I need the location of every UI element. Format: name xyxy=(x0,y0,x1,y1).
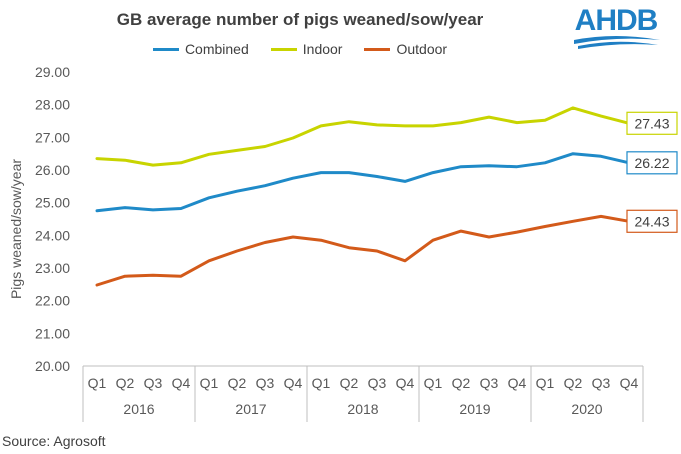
year-label: 2017 xyxy=(235,401,266,417)
y-tick-label: 24.00 xyxy=(35,227,70,243)
ahdb-logo: AHDB xyxy=(566,4,666,50)
y-tick-label: 22.00 xyxy=(35,293,70,309)
end-label-combined: 26.22 xyxy=(634,155,669,171)
year-label: 2016 xyxy=(123,401,154,417)
end-label-box-outdoor xyxy=(626,209,678,233)
legend-swatch-indoor xyxy=(270,47,297,51)
quarter-label: Q4 xyxy=(508,375,527,391)
quarter-label: Q3 xyxy=(144,375,163,391)
legend: Combined Indoor Outdoor xyxy=(0,41,600,57)
legend-label-indoor: Indoor xyxy=(302,41,343,57)
legend-item-combined: Combined xyxy=(152,41,249,57)
series-line-indoor xyxy=(95,106,631,167)
quarter-label: Q2 xyxy=(564,375,583,391)
series-line-combined xyxy=(95,152,631,213)
chart-title: GB average number of pigs weaned/sow/yea… xyxy=(116,10,484,29)
end-label-box-combined xyxy=(626,151,678,175)
quarter-label: Q3 xyxy=(256,375,275,391)
y-tick-label: 28.00 xyxy=(35,97,70,113)
end-label-outdoor: 24.43 xyxy=(634,213,669,229)
quarter-label: Q1 xyxy=(312,375,331,391)
logo-text: AHDB xyxy=(574,4,659,37)
y-tick-label: 20.00 xyxy=(35,358,70,374)
source-note: Source: Agrosoft xyxy=(2,433,106,449)
y-axis-title: Pigs weaned/sow/year xyxy=(8,159,24,299)
quarter-label: Q3 xyxy=(592,375,611,391)
y-tick-label: 29.00 xyxy=(35,64,70,80)
year-label: 2018 xyxy=(347,401,378,417)
quarter-label: Q2 xyxy=(340,375,359,391)
y-tick-label: 21.00 xyxy=(35,325,70,341)
year-label: 2019 xyxy=(459,401,490,417)
legend-label-outdoor: Outdoor xyxy=(396,41,448,57)
quarter-label: Q2 xyxy=(116,375,135,391)
logo-swoosh xyxy=(574,36,660,49)
quarter-label: Q1 xyxy=(88,375,107,391)
quarter-label: Q1 xyxy=(536,375,555,391)
legend-swatch-outdoor xyxy=(364,47,391,51)
quarter-label: Q4 xyxy=(620,375,639,391)
end-label-box-indoor xyxy=(626,111,678,135)
y-tick-label: 27.00 xyxy=(35,129,70,145)
y-tick-label: 23.00 xyxy=(35,260,70,276)
y-tick-label: 26.00 xyxy=(35,162,70,178)
quarter-label: Q4 xyxy=(284,375,303,391)
quarter-label: Q2 xyxy=(452,375,471,391)
series-line-outdoor xyxy=(95,214,631,287)
quarter-label: Q3 xyxy=(368,375,387,391)
quarter-label: Q4 xyxy=(172,375,191,391)
y-tick-label: 25.00 xyxy=(35,195,70,211)
end-label-indoor: 27.43 xyxy=(634,115,669,131)
quarter-label: Q3 xyxy=(480,375,499,391)
legend-label-combined: Combined xyxy=(184,41,249,57)
year-label: 2020 xyxy=(571,401,602,417)
legend-swatch-combined xyxy=(152,47,179,51)
quarter-label: Q1 xyxy=(200,375,219,391)
quarter-label: Q4 xyxy=(396,375,415,391)
quarter-label: Q1 xyxy=(424,375,443,391)
legend-item-outdoor: Outdoor xyxy=(364,41,447,57)
legend-item-indoor: Indoor xyxy=(270,41,343,57)
quarter-label: Q2 xyxy=(228,375,247,391)
